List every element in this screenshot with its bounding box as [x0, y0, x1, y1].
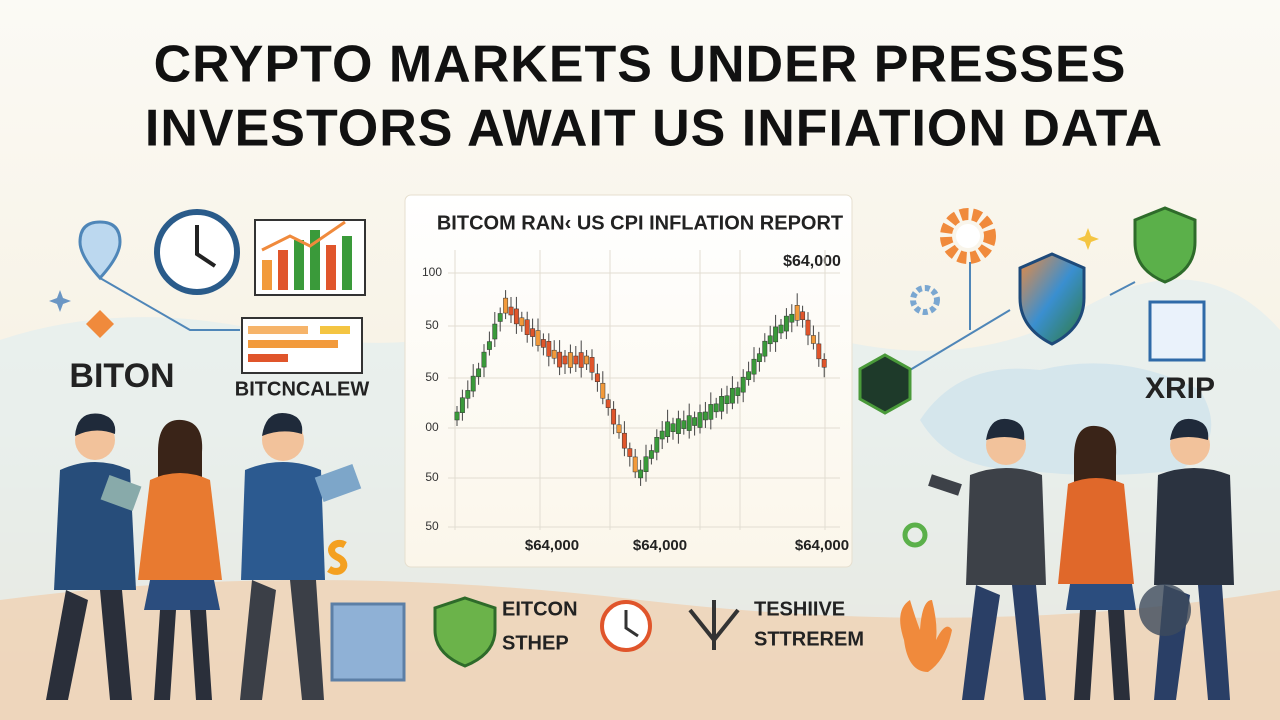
candle-body: [481, 351, 487, 368]
candle-body: [465, 390, 471, 399]
candle-body: [497, 313, 503, 322]
candle-body: [697, 412, 703, 428]
y-axis-label: 50: [425, 519, 439, 533]
x-axis-label: $64,000: [795, 537, 849, 554]
candle-body: [729, 387, 735, 404]
headline: INVESTORS AWAIT US INFIATION DATA: [145, 100, 1163, 158]
badge-label: TESHIIVE: [754, 598, 845, 620]
candle-body: [659, 430, 665, 440]
candle-body: [557, 351, 563, 368]
candle-body: [470, 375, 476, 392]
candle-body: [519, 317, 525, 327]
candle-body: [751, 358, 757, 375]
candle-body: [540, 339, 546, 348]
candle-body: [486, 341, 492, 350]
badge-label: STHEP: [502, 632, 569, 654]
candle-body: [762, 340, 768, 357]
candle-body: [573, 355, 579, 365]
people-right: [902, 418, 1234, 700]
candle-body: [621, 432, 627, 449]
badge-label: EITCON: [502, 598, 578, 620]
candle-body: [616, 424, 622, 434]
bottom-icons: [433, 596, 952, 672]
candle-body: [783, 315, 789, 332]
badge-label: STTREREM: [754, 628, 864, 650]
candle-body: [719, 396, 725, 412]
candle-body: [816, 343, 822, 360]
y-axis-label: 00: [425, 420, 439, 434]
candle-body: [821, 358, 827, 368]
candle-body: [735, 387, 741, 396]
candle-body: [567, 352, 573, 368]
candle-body: [794, 305, 800, 321]
candle-body: [767, 335, 773, 345]
people-left: [46, 412, 406, 700]
candle-body: [503, 297, 509, 314]
chart-grid: 100 50 50 00 50 50 $64,000 $64,000 $64,000: [422, 250, 849, 554]
y-axis-label: 100: [422, 265, 442, 279]
candle-body: [800, 311, 806, 320]
candle-body: [627, 448, 633, 457]
coin-label: BITCNCALEW: [235, 378, 370, 400]
candle-body: [459, 397, 465, 413]
candle-body: [551, 349, 557, 359]
candle-body: [789, 313, 795, 323]
candle-body: [805, 319, 811, 336]
candle-body: [513, 308, 519, 325]
x-axis-label: $64,000: [525, 537, 579, 554]
candle-body: [638, 469, 644, 479]
left-icons: [49, 209, 366, 374]
candle-body: [778, 324, 784, 334]
candle-body: [524, 319, 530, 335]
candle-body: [670, 423, 676, 432]
candle-body: [605, 399, 611, 408]
candle-body: [665, 421, 671, 438]
candle-body: [611, 408, 617, 425]
candle-body: [746, 371, 752, 380]
y-axis-label: 50: [425, 470, 439, 484]
candle-body: [454, 411, 460, 421]
candle-body: [654, 437, 660, 453]
candle-body: [702, 411, 708, 421]
candle-body: [535, 330, 541, 346]
coin-label: XRIP: [1145, 372, 1215, 405]
candle-body: [643, 456, 649, 472]
candle-body: [773, 326, 779, 343]
coin-label: BITON: [69, 357, 174, 395]
candle-body: [492, 323, 498, 340]
headline: CRYPTO MARKETS UNDER PRESSES: [154, 36, 1127, 94]
candle-body: [648, 450, 654, 459]
candle-body: [600, 382, 606, 399]
candle-body: [584, 355, 590, 365]
candle-body: [713, 403, 719, 413]
y-axis-label: 50: [425, 318, 439, 332]
candle-body: [632, 456, 638, 473]
candle-body: [594, 373, 600, 383]
candle-body: [589, 357, 595, 373]
candle-body: [578, 352, 584, 368]
candle-body: [810, 335, 816, 344]
candle-body: [530, 328, 536, 337]
candle-body: [675, 418, 681, 434]
candle-body: [562, 355, 568, 365]
candle-body: [686, 415, 692, 431]
candle-body: [508, 306, 514, 316]
candle-body: [724, 395, 730, 404]
candle-body: [740, 376, 746, 393]
y-axis-label: 50: [425, 370, 439, 384]
candle-body: [692, 417, 698, 426]
candle-body: [476, 368, 482, 378]
chart-title: BITCOM RAN‹ US CPI INFLATION REPORT: [437, 212, 843, 234]
price-label: $64,000: [783, 253, 841, 270]
candle-body: [756, 353, 762, 362]
x-axis-label: $64,000: [633, 537, 687, 554]
candle-body: [681, 420, 687, 429]
candle-body: [546, 341, 552, 357]
candle-body: [708, 404, 714, 420]
candles: [454, 290, 827, 486]
right-icons: [858, 206, 1206, 415]
